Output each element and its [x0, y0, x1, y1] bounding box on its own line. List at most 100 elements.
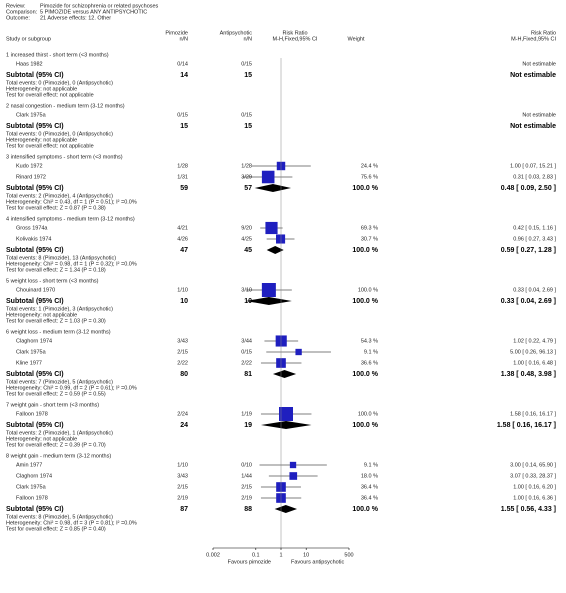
subgroup-title: 8 weight gain - medium term (3-12 months…: [6, 453, 111, 459]
subtotal-antipsychotic: 57: [244, 185, 252, 192]
antipsychotic-events: 2/22: [241, 360, 252, 366]
column-header: Antipsychotic: [220, 30, 253, 36]
risk-ratio: 1.00 [ 0.16, 6.20 ]: [513, 484, 556, 490]
subtotal-risk-ratio: 1.58 [ 0.16, 16.17 ]: [497, 422, 556, 429]
subgroup-note: Test for overall effect: Z = 0.59 (P = 0…: [6, 391, 106, 397]
subtotal-risk-ratio: 1.55 [ 0.56, 4.33 ]: [501, 506, 556, 513]
subgroup-note: Heterogeneity: Chi² = 0.98, df = 1 (P = …: [6, 261, 137, 267]
weight: 54.3 %: [361, 338, 378, 344]
study-marker: [279, 407, 294, 421]
subgroup-note: Test for overall effect: Z = 0.87 (P = 0…: [6, 205, 106, 211]
subgroup-title: 5 weight loss - short term (<3 months): [6, 278, 99, 284]
pimozide-events: 1/31: [177, 174, 188, 180]
header-text: 21 Adverse effects: 12. Other: [40, 15, 111, 21]
subtotal-weight: 100.0 %: [352, 422, 378, 429]
weight: 36.6 %: [361, 360, 378, 366]
risk-ratio: 1.58 [ 0.16, 16.17 ]: [510, 411, 556, 417]
study-name: Gross 1974a: [16, 225, 48, 231]
subgroup-note: Heterogeneity: not applicable: [6, 436, 77, 442]
subtotal-antipsychotic: 45: [244, 247, 252, 254]
header-label: Outcome:: [6, 15, 30, 21]
column-header: Risk Ratio: [282, 30, 307, 36]
subgroup-note: Total events: 8 (Pimozide), 13 (Antipsyc…: [6, 255, 116, 261]
subtotal-weight: 100.0 %: [352, 298, 378, 305]
subtotal-pimozide: 24: [180, 422, 188, 429]
subtotal-antipsychotic: 19: [244, 422, 252, 429]
subgroup-note: Test for overall effect: Z = 1.34 (P = 0…: [6, 267, 106, 273]
subgroup-note: Test for overall effect: not applicable: [6, 92, 94, 98]
study-name: Claghorn 1974: [16, 473, 52, 479]
antipsychotic-events: 3/44: [241, 338, 252, 344]
subtotal-label: Subtotal (95% CI): [6, 247, 64, 254]
x-tick-label: 0.1: [252, 552, 260, 558]
study-name: Kolivakis 1974: [16, 236, 51, 242]
subtotal-risk-ratio: Not estimable: [510, 72, 556, 79]
antipsychotic-events: 3/29: [241, 174, 252, 180]
antipsychotic-events: 9/20: [241, 225, 252, 231]
risk-ratio: 0.33 [ 0.04, 2.69 ]: [513, 287, 556, 293]
subtotal-antipsychotic: 88: [244, 506, 252, 513]
weight: 75.6 %: [361, 174, 378, 180]
subtotal-pimozide: 59: [180, 185, 188, 192]
study-marker: [295, 348, 302, 356]
subtotal-risk-ratio: Not estimable: [510, 123, 556, 130]
subtotal-diamond: [274, 505, 298, 513]
column-header: M-H,Fixed,95% CI: [273, 36, 318, 42]
subgroup-title: 4 intensified symptoms - medium term (3-…: [6, 216, 135, 222]
subgroup-note: Test for overall effect: Z = 0.39 (P = 0…: [6, 442, 106, 448]
subtotal-pimozide: 80: [180, 371, 188, 378]
header-label: Comparison:: [6, 9, 38, 15]
header-label: Review:: [6, 3, 26, 9]
study-name: Rinard 1972: [16, 174, 46, 180]
subtotal-label: Subtotal (95% CI): [6, 123, 64, 130]
study-name: Falloon 1978: [16, 495, 48, 501]
risk-ratio: 0.31 [ 0.03, 2.83 ]: [513, 174, 556, 180]
pimozide-events: 1/10: [177, 462, 188, 468]
header-text: 5 PIMOZIDE versus ANY ANTIPSYCHOTIC: [40, 9, 147, 15]
subgroup-note: Total events: 0 (Pimozide), 0 (Antipsych…: [6, 131, 113, 137]
x-tick-label: 0.002: [206, 552, 220, 558]
study-marker: [289, 472, 298, 480]
subtotal-risk-ratio: 1.38 [ 0.48, 3.98 ]: [501, 371, 556, 378]
subtotal-label: Subtotal (95% CI): [6, 72, 64, 79]
subgroup-note: Test for overall effect: Z = 0.85 (P = 0…: [6, 526, 106, 532]
risk-ratio: 0.42 [ 0.15, 1.16 ]: [513, 225, 556, 231]
pimozide-events: 3/43: [177, 473, 188, 479]
study-marker: [276, 234, 286, 244]
column-header: Study or subgroup: [6, 36, 51, 42]
x-tick-label: 10: [303, 552, 309, 558]
subtotal-diamond: [245, 297, 292, 305]
pimozide-events: 4/21: [177, 225, 188, 231]
weight: 69.3 %: [361, 225, 378, 231]
subtotal-label: Subtotal (95% CI): [6, 371, 64, 378]
pimozide-events: 2/15: [177, 484, 188, 490]
column-header: M-H,Fixed,95% CI: [511, 36, 556, 42]
subgroup-note: Total events: 2 (Pimozide), 1 (Antipsych…: [6, 430, 113, 436]
pimozide-events: 1/28: [177, 163, 188, 169]
subtotal-label: Subtotal (95% CI): [6, 185, 64, 192]
study-marker: [265, 221, 278, 235]
pimozide-events: 2/15: [177, 349, 188, 355]
subtotal-risk-ratio: 0.33 [ 0.04, 2.69 ]: [501, 298, 556, 305]
study-name: Chouinard 1970: [16, 287, 55, 293]
study-name: Haas 1982: [16, 61, 43, 67]
subgroup-note: Total events: 2 (Pimozide), 4 (Antipsych…: [6, 193, 113, 199]
weight: 18.0 %: [361, 473, 378, 479]
pimozide-events: 2/24: [177, 411, 188, 417]
study-name: Falloon 1978: [16, 411, 48, 417]
study-marker: [261, 283, 276, 297]
subtotal-diamond: [260, 421, 312, 429]
antipsychotic-events: 0/15: [241, 61, 252, 67]
weight: 36.4 %: [361, 484, 378, 490]
pimozide-events: 0/14: [177, 61, 188, 67]
subgroup-title: 3 intensified symptoms - short term (<3 …: [6, 154, 123, 160]
subgroup-note: Test for overall effect: Z = 1.03 (P = 0…: [6, 318, 106, 324]
subtotal-antipsychotic: 15: [244, 123, 252, 130]
antipsychotic-events: 1/19: [241, 411, 252, 417]
subgroup-title: 7 weight gain - short term (<3 months): [6, 402, 99, 408]
risk-ratio: 1.02 [ 0.22, 4.79 ]: [513, 338, 556, 344]
risk-ratio: Not estimable: [522, 112, 556, 118]
study-name: Clark 1975a: [16, 484, 47, 490]
x-tick-label: 500: [344, 552, 353, 558]
